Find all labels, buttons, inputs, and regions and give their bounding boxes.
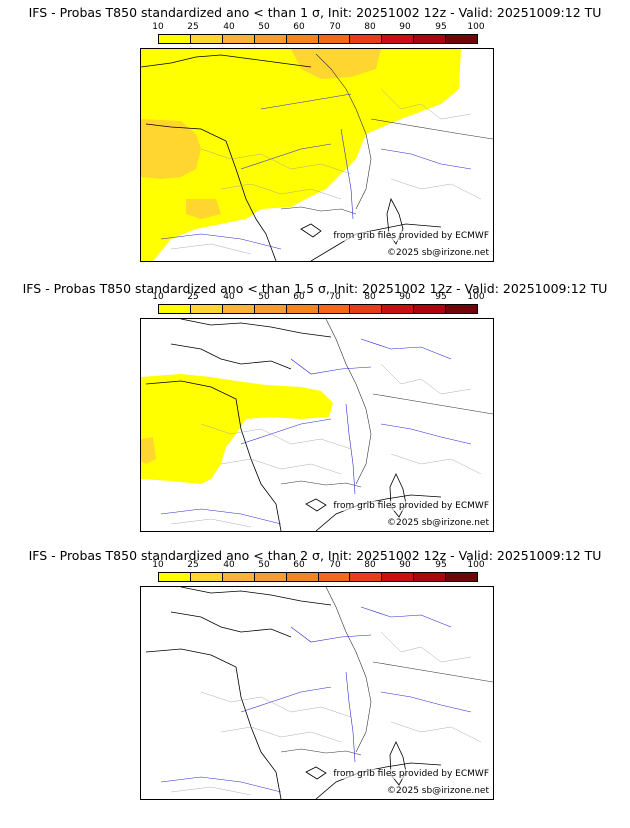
colorbar-segment	[159, 305, 191, 313]
panel-1-title: IFS - Probas T850 standardized ano < tha…	[28, 5, 602, 20]
tick-label: 50	[258, 292, 270, 302]
tick-label: 25	[187, 292, 199, 302]
tick-label: 90	[399, 22, 411, 32]
admin-boundaries	[170, 363, 482, 528]
colorbar-segment	[222, 35, 255, 43]
copyright: ©2025 sb@irizone.net	[387, 786, 489, 796]
colorbar	[158, 34, 478, 44]
colorbar-segment	[159, 35, 191, 43]
colorbar-segment	[254, 573, 287, 581]
tick-label: 90	[399, 560, 411, 570]
source-note: from grib files provided by ECMWF	[333, 231, 489, 241]
colorbar-segment	[190, 35, 223, 43]
tick-label: 25	[187, 560, 199, 570]
colorbar	[158, 304, 478, 314]
rivers	[160, 93, 472, 250]
colorbar-segment	[446, 35, 478, 43]
country-borders	[280, 587, 493, 756]
tick-label: 95	[435, 22, 447, 32]
map-svg	[141, 319, 493, 531]
tick-label: 25	[187, 22, 199, 32]
tick-label: 60	[293, 560, 305, 570]
coastlines	[141, 54, 442, 261]
colorbar-segment	[286, 573, 319, 581]
tick-label: 10	[152, 22, 164, 32]
colorbar-segment	[286, 35, 319, 43]
colorbar-segment	[382, 35, 415, 43]
colorbar-segment	[318, 35, 351, 43]
colorbar-segment	[382, 305, 415, 313]
colorbar-segment	[446, 305, 478, 313]
tick-label: 95	[435, 292, 447, 302]
colorbar-segment	[254, 305, 287, 313]
colorbar-segment	[222, 305, 255, 313]
colorbar-segment	[414, 35, 447, 43]
tick-label: 70	[329, 22, 341, 32]
tick-label: 80	[364, 560, 376, 570]
colorbar-segment	[159, 573, 191, 581]
tick-label: 80	[364, 22, 376, 32]
colorbar-labels: 10 25 40 50 60 70 80 90 95 100	[152, 22, 484, 33]
tick-label: 100	[467, 292, 485, 302]
admin-boundaries	[170, 631, 482, 796]
copyright: ©2025 sb@irizone.net	[387, 518, 489, 528]
colorbar-segment	[350, 573, 383, 581]
copyright: ©2025 sb@irizone.net	[387, 248, 489, 258]
panel-3-title: IFS - Probas T850 standardized ano < tha…	[28, 548, 602, 563]
colorbar-segment	[254, 35, 287, 43]
source-note: from grib files provided by ECMWF	[333, 501, 489, 511]
colorbar-segment	[286, 305, 319, 313]
tick-label: 70	[329, 560, 341, 570]
colorbar-segment	[414, 305, 447, 313]
tick-label: 70	[329, 292, 341, 302]
colorbar-segment	[190, 305, 223, 313]
colorbar	[158, 572, 478, 582]
colorbar-labels: 10 25 40 50 60 70 80 90 95 100	[152, 560, 484, 571]
probability-map: from grib files provided by ECMWF ©2025 …	[140, 586, 494, 800]
tick-label: 40	[223, 22, 235, 32]
probability-shading	[141, 49, 461, 261]
colorbar-segment	[318, 573, 351, 581]
colorbar-segment	[190, 573, 223, 581]
tick-label: 100	[467, 22, 485, 32]
rivers	[160, 338, 472, 525]
map-svg	[145, 587, 493, 799]
tick-label: 100	[467, 560, 485, 570]
panel-2-title: IFS - Probas T850 standardized ano < tha…	[22, 281, 608, 296]
tick-label: 60	[293, 22, 305, 32]
probability-map: from grib files provided by ECMWF ©2025 …	[140, 318, 494, 532]
colorbar-segment	[222, 573, 255, 581]
colorbar-segment	[382, 573, 415, 581]
country-borders	[280, 53, 493, 215]
admin-boundaries	[170, 88, 482, 255]
source-note: from grib files provided by ECMWF	[333, 769, 489, 779]
country-borders	[280, 319, 493, 488]
probability-shading	[141, 374, 333, 484]
tick-label: 50	[258, 560, 270, 570]
coastlines	[145, 587, 442, 799]
colorbar-segment	[318, 305, 351, 313]
colorbar-segment	[414, 573, 447, 581]
tick-label: 80	[364, 292, 376, 302]
probability-map: from grib files provided by ECMWF ©2025 …	[140, 48, 494, 262]
tick-label: 40	[223, 292, 235, 302]
tick-label: 40	[223, 560, 235, 570]
tick-label: 50	[258, 22, 270, 32]
tick-label: 95	[435, 560, 447, 570]
tick-label: 10	[152, 292, 164, 302]
colorbar-segment	[446, 573, 478, 581]
colorbar-segment	[350, 305, 383, 313]
tick-label: 10	[152, 560, 164, 570]
tick-label: 60	[293, 292, 305, 302]
colorbar-segment	[350, 35, 383, 43]
map-svg	[141, 49, 493, 261]
tick-label: 90	[399, 292, 411, 302]
colorbar-labels: 10 25 40 50 60 70 80 90 95 100	[152, 292, 484, 303]
